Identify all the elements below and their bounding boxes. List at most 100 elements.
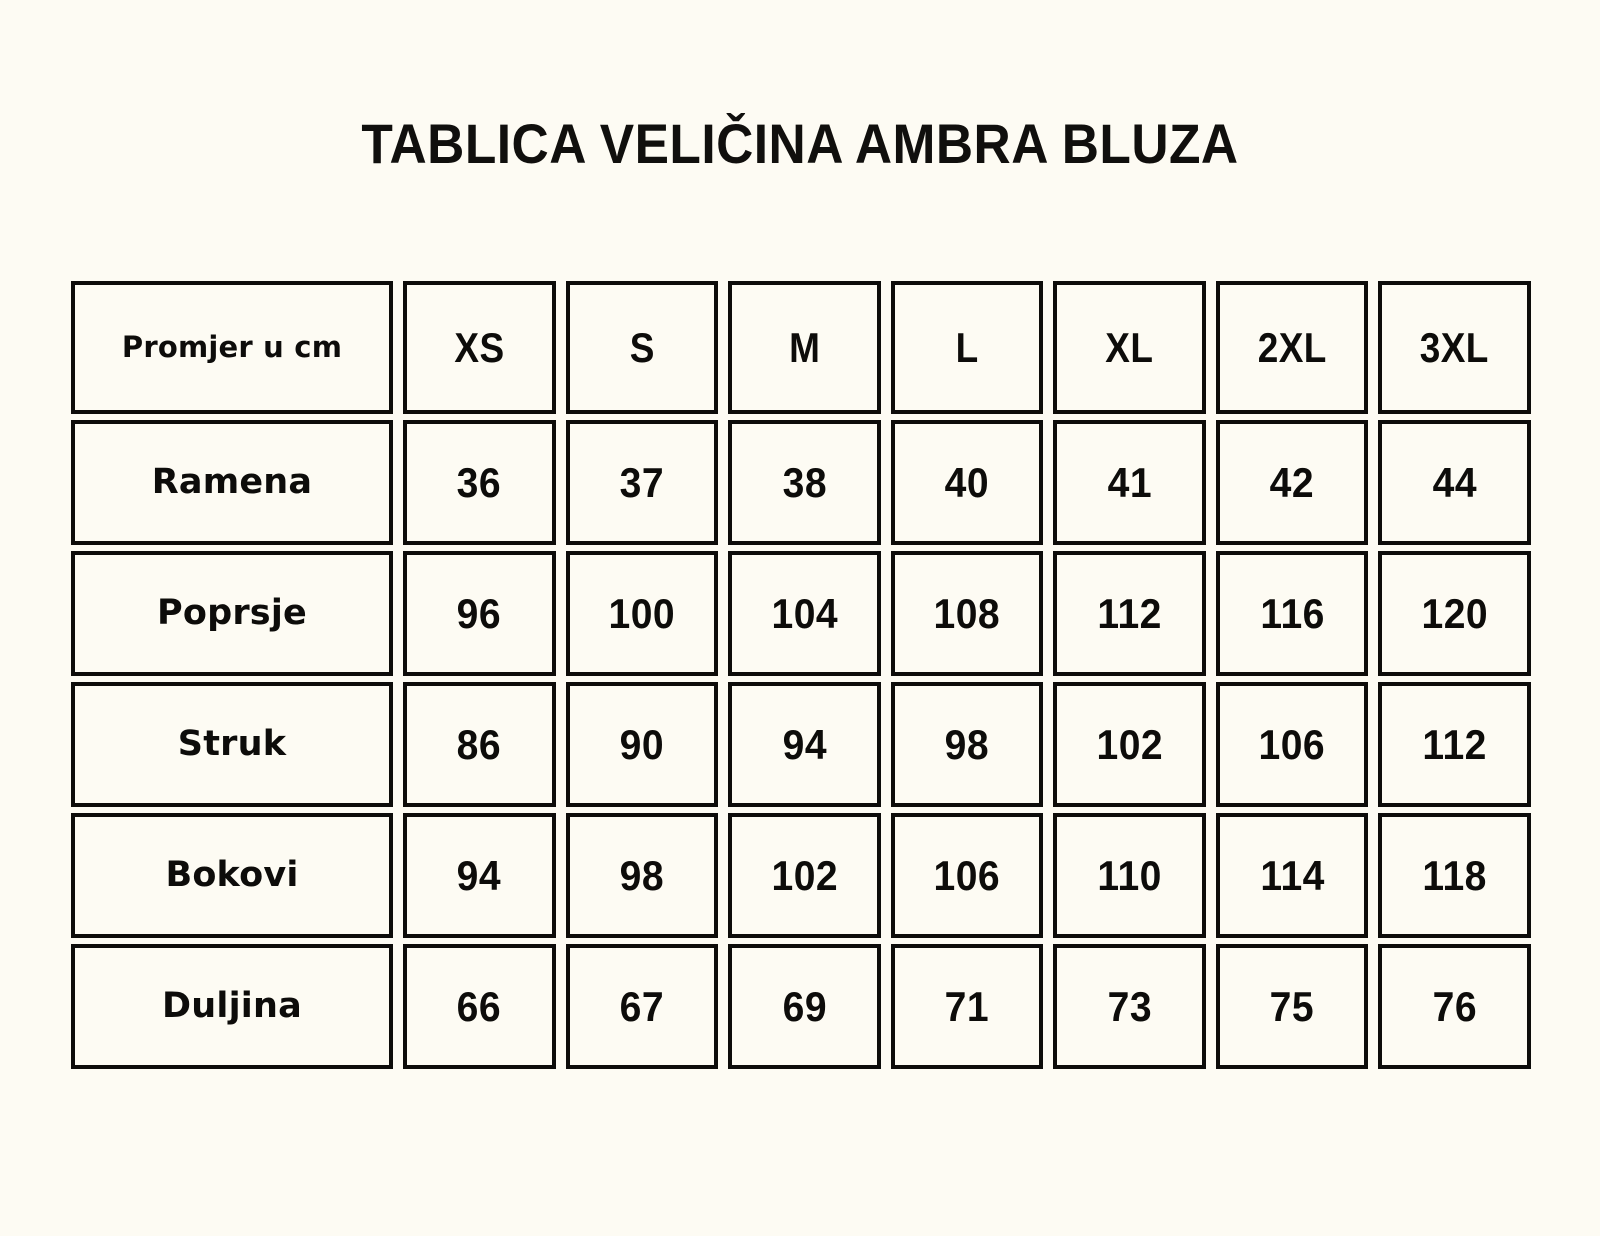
header-label-l: L — [955, 323, 979, 371]
table-header-row: Promjer u cm XS S M L XL 2XL 3XL — [71, 281, 1532, 414]
table-row: Struk 86 90 94 98 102 106 112 — [71, 682, 1532, 807]
value-text: 118 — [1422, 851, 1487, 899]
row-label-text: Poprsje — [157, 593, 307, 633]
header-label-xs: XS — [454, 323, 505, 371]
value-text: 96 — [457, 589, 502, 637]
cell-bokovi-l: 106 — [890, 813, 1044, 938]
value-text: 106 — [933, 851, 1001, 899]
cell-poprsje-2xl: 116 — [1215, 551, 1369, 676]
header-cell-xs: XS — [403, 281, 556, 414]
value-text: 38 — [782, 458, 827, 506]
cell-poprsje-l: 108 — [890, 551, 1044, 676]
cell-duljina-3xl: 76 — [1378, 944, 1532, 1069]
cell-duljina-2xl: 75 — [1215, 944, 1369, 1069]
cell-ramena-xl: 41 — [1053, 420, 1206, 545]
value-text: 86 — [457, 720, 502, 768]
size-chart-table: Promjer u cm XS S M L XL 2XL 3XL — [71, 281, 1532, 1069]
value-text: 73 — [1107, 982, 1152, 1030]
value-text: 108 — [933, 589, 1001, 637]
header-label-2xl: 2XL — [1257, 323, 1327, 371]
value-text: 110 — [1097, 851, 1162, 899]
value-text: 40 — [944, 458, 990, 506]
row-label-cell-struk: Struk — [71, 682, 393, 807]
cell-bokovi-2xl: 114 — [1215, 813, 1369, 938]
cell-bokovi-s: 98 — [565, 813, 719, 938]
row-label-cell-bokovi: Bokovi — [71, 813, 393, 938]
row-label-text: Bokovi — [165, 855, 299, 895]
header-cell-3xl: 3XL — [1378, 281, 1532, 414]
cell-ramena-l: 40 — [890, 420, 1044, 545]
cell-struk-m: 94 — [728, 682, 881, 807]
value-text: 104 — [771, 589, 838, 637]
row-label-text: Struk — [177, 724, 287, 764]
cell-duljina-l: 71 — [890, 944, 1044, 1069]
cell-bokovi-3xl: 118 — [1378, 813, 1532, 938]
cell-duljina-m: 69 — [728, 944, 881, 1069]
cell-poprsje-s: 100 — [565, 551, 719, 676]
value-text: 114 — [1259, 851, 1325, 899]
cell-poprsje-xs: 96 — [403, 551, 556, 676]
cell-ramena-3xl: 44 — [1378, 420, 1532, 545]
cell-poprsje-m: 104 — [728, 551, 881, 676]
row-label-text: Duljina — [162, 986, 302, 1026]
row-label-cell-duljina: Duljina — [71, 944, 393, 1069]
corner-label-text: Promjer u cm — [121, 330, 343, 364]
header-cell-2xl: 2XL — [1215, 281, 1369, 414]
value-text: 71 — [944, 982, 990, 1030]
cell-ramena-xs: 36 — [403, 420, 556, 545]
cell-duljina-s: 67 — [565, 944, 719, 1069]
cell-ramena-m: 38 — [728, 420, 881, 545]
table-row: Poprsje 96 100 104 108 112 116 120 — [71, 551, 1532, 676]
cell-struk-2xl: 106 — [1215, 682, 1369, 807]
row-label-cell-ramena: Ramena — [71, 420, 393, 545]
value-text: 69 — [782, 982, 827, 1030]
cell-struk-s: 90 — [565, 682, 719, 807]
header-label-3xl: 3XL — [1420, 323, 1490, 371]
cell-ramena-2xl: 42 — [1215, 420, 1369, 545]
value-text: 66 — [457, 982, 502, 1030]
value-text: 41 — [1107, 458, 1152, 506]
header-label-m: M — [788, 323, 821, 371]
cell-bokovi-xs: 94 — [403, 813, 556, 938]
cell-poprsje-3xl: 120 — [1378, 551, 1532, 676]
header-label-xl: XL — [1105, 323, 1154, 371]
page-title: TABLICA VELIČINA AMBRA BLUZA — [361, 112, 1239, 175]
value-text: 44 — [1432, 458, 1477, 506]
row-label-text: Ramena — [151, 462, 313, 502]
cell-duljina-xs: 66 — [403, 944, 556, 1069]
header-cell-corner: Promjer u cm — [71, 281, 393, 414]
table-row: Bokovi 94 98 102 106 110 114 118 — [71, 813, 1532, 938]
value-text: 112 — [1422, 720, 1487, 768]
cell-bokovi-m: 102 — [728, 813, 881, 938]
cell-struk-l: 98 — [890, 682, 1044, 807]
row-label-cell-poprsje: Poprsje — [71, 551, 393, 676]
header-cell-l: L — [890, 281, 1044, 414]
cell-struk-3xl: 112 — [1378, 682, 1532, 807]
value-text: 100 — [608, 589, 676, 637]
value-text: 42 — [1269, 458, 1315, 506]
value-text: 112 — [1097, 589, 1162, 637]
value-text: 75 — [1269, 982, 1315, 1030]
header-label-s: S — [629, 323, 655, 371]
value-text: 120 — [1421, 589, 1489, 637]
cell-poprsje-xl: 112 — [1053, 551, 1206, 676]
value-text: 76 — [1432, 982, 1477, 1030]
value-text: 37 — [619, 458, 665, 506]
cell-struk-xl: 102 — [1053, 682, 1206, 807]
header-cell-m: M — [728, 281, 881, 414]
value-text: 90 — [619, 720, 665, 768]
value-text: 94 — [457, 851, 502, 899]
value-text: 67 — [619, 982, 665, 1030]
header-cell-xl: XL — [1053, 281, 1206, 414]
cell-ramena-s: 37 — [565, 420, 719, 545]
value-text: 116 — [1259, 589, 1325, 637]
value-text: 36 — [457, 458, 502, 506]
cell-bokovi-xl: 110 — [1053, 813, 1206, 938]
table-row: Ramena 36 37 38 40 41 42 44 — [71, 420, 1532, 545]
header-cell-s: S — [565, 281, 719, 414]
value-text: 102 — [1096, 720, 1163, 768]
table-row: Duljina 66 67 69 71 73 75 76 — [71, 944, 1532, 1069]
cell-struk-xs: 86 — [403, 682, 556, 807]
value-text: 94 — [782, 720, 827, 768]
